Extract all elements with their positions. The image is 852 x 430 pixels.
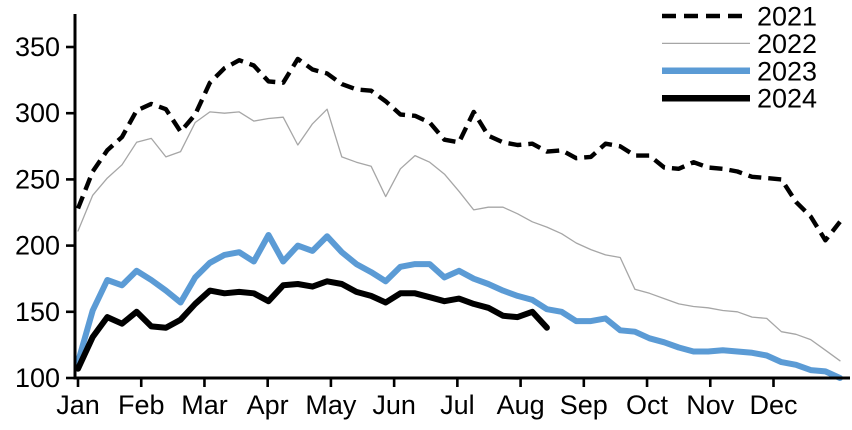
series-line-2022 [77,108,841,362]
y-tick-label: 300 [15,98,60,128]
legend-label-2021: 2021 [757,2,817,32]
series-line-2021 [75,56,842,243]
x-tick-label-may: May [305,390,357,420]
x-tick-label-jul: Jul [440,390,475,420]
legend-label-2022: 2022 [757,29,817,59]
x-tick-label-jan: Jan [56,390,100,420]
x-tick-label-sep: Sep [560,390,608,420]
y-tick-label: 150 [15,297,60,327]
y-tick-label: 350 [15,32,60,62]
x-tick-label-dec: Dec [749,390,797,420]
y-tick-label: 250 [15,164,60,194]
series-line-2024 [75,278,550,372]
legend-label-2023: 2023 [757,56,817,86]
x-tick-label-apr: Apr [247,390,289,420]
legend-label-2024: 2024 [757,84,817,114]
x-tick-label-feb: Feb [118,390,165,420]
x-tick-label-jun: Jun [372,390,416,420]
y-tick-label: 200 [15,231,60,261]
y-tick-label: 100 [15,363,60,393]
series-line-2023 [75,232,843,381]
x-tick-label-aug: Aug [497,390,545,420]
x-tick-label-mar: Mar [181,390,228,420]
x-tick-label-nov: Nov [686,390,735,420]
x-tick-label-oct: Oct [626,390,669,420]
